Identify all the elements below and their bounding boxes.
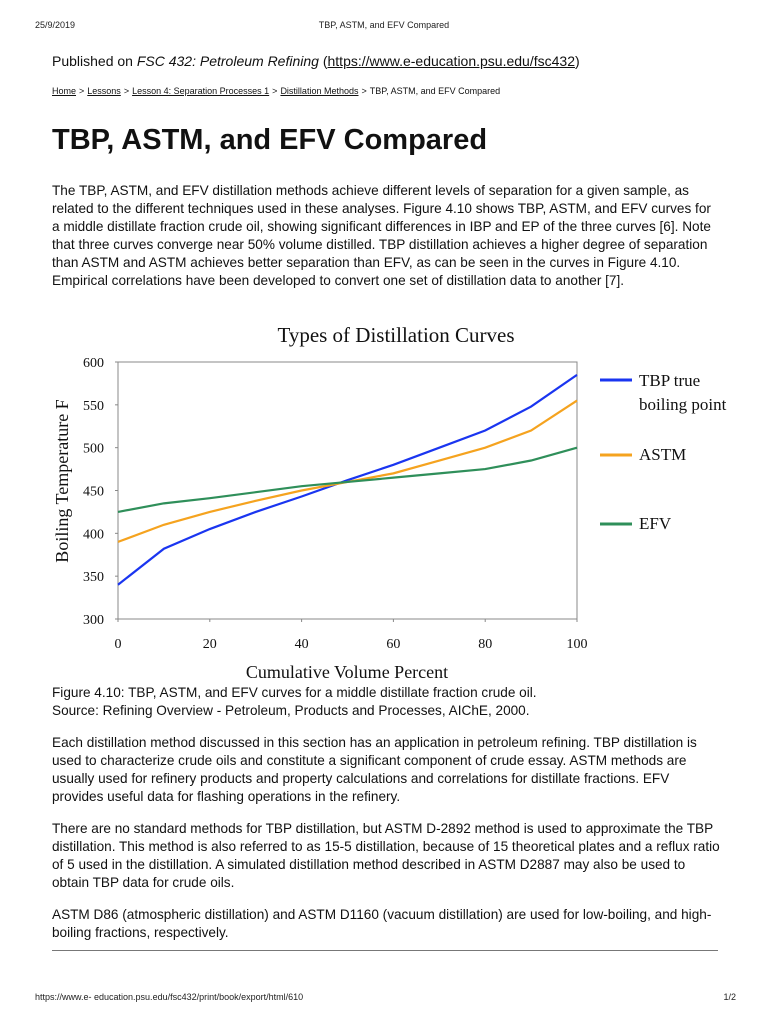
crumb-link[interactable]: Lesson 4: Separation Processes 1 [132,86,270,96]
series-line [117,399,578,543]
crumb-link[interactable]: Lessons [87,86,121,96]
legend-label: EFV [639,514,672,533]
page-heading: TBP, ASTM, and EFV Compared [52,124,488,156]
print-date: 25/9/2019 [35,20,76,30]
print-url: https://www.e- education.psu.edu/fsc432/… [35,992,304,1002]
y-tick-label: 500 [83,442,104,457]
course-link[interactable]: https://www.e-education.psu.edu/fsc432 [327,53,575,69]
plot-frame [117,361,578,620]
legend-label: TBP true boiling point [639,371,727,414]
figure-source: Source: Refining Overview - Petroleum, P… [52,703,530,718]
y-tick-label: 550 [83,399,104,414]
crumb-link[interactable]: Home [52,86,77,96]
y-axis-label: Boiling Temperature F [52,399,72,562]
y-tick-label: 350 [83,570,104,585]
x-tick-label: 40 [295,637,309,652]
y-tick-label: 450 [83,485,104,500]
series-line [117,446,578,513]
divider [52,950,718,951]
paragraph: Each distillation method discussed in th… [52,735,697,804]
paragraph: The TBP, ASTM, and EFV distillation meth… [52,183,711,288]
legend-label: ASTM [639,445,687,464]
figure-caption: Figure 4.10: TBP, ASTM, and EFV curves f… [52,685,537,700]
y-tick-label: 400 [83,527,104,542]
crumb-separator: > [79,86,85,96]
series-line [117,373,578,586]
print-page: 1/2 [723,992,736,1002]
x-tick-label: 80 [478,637,492,652]
crumb-separator: > [272,86,278,96]
paragraph: There are no standard methods for TBP di… [52,821,720,890]
paren: ) [574,53,580,69]
crumb-link[interactable]: Distillation Methods [280,86,359,96]
x-tick-label: 60 [386,637,400,652]
x-tick-label: 20 [203,637,217,652]
paren: ( [322,53,328,69]
crumb-current: TBP, ASTM, and EFV Compared [369,86,501,96]
x-tick-label: 100 [567,637,588,652]
chart-title: Types of Distillation Curves [277,323,514,347]
paragraph: ASTM D86 (atmospheric distillation) and … [52,907,712,940]
course-name: FSC 432: Petroleum Refining [136,53,319,69]
print-title: TBP, ASTM, and EFV Compared [318,20,450,30]
x-tick-label: 0 [115,637,122,652]
y-tick-label: 600 [83,356,104,371]
x-axis-label: Cumulative Volume Percent [246,662,448,682]
published-prefix: Published on [52,53,133,69]
crumb-separator: > [123,86,130,96]
y-tick-label: 300 [83,613,104,628]
crumb-separator: > [361,86,367,96]
breadcrumb: Home > Lessons > Lesson 4: Separation Proces… [52,86,500,96]
published-line: Published on FSC 432: Petroleum Refining… [52,53,580,69]
